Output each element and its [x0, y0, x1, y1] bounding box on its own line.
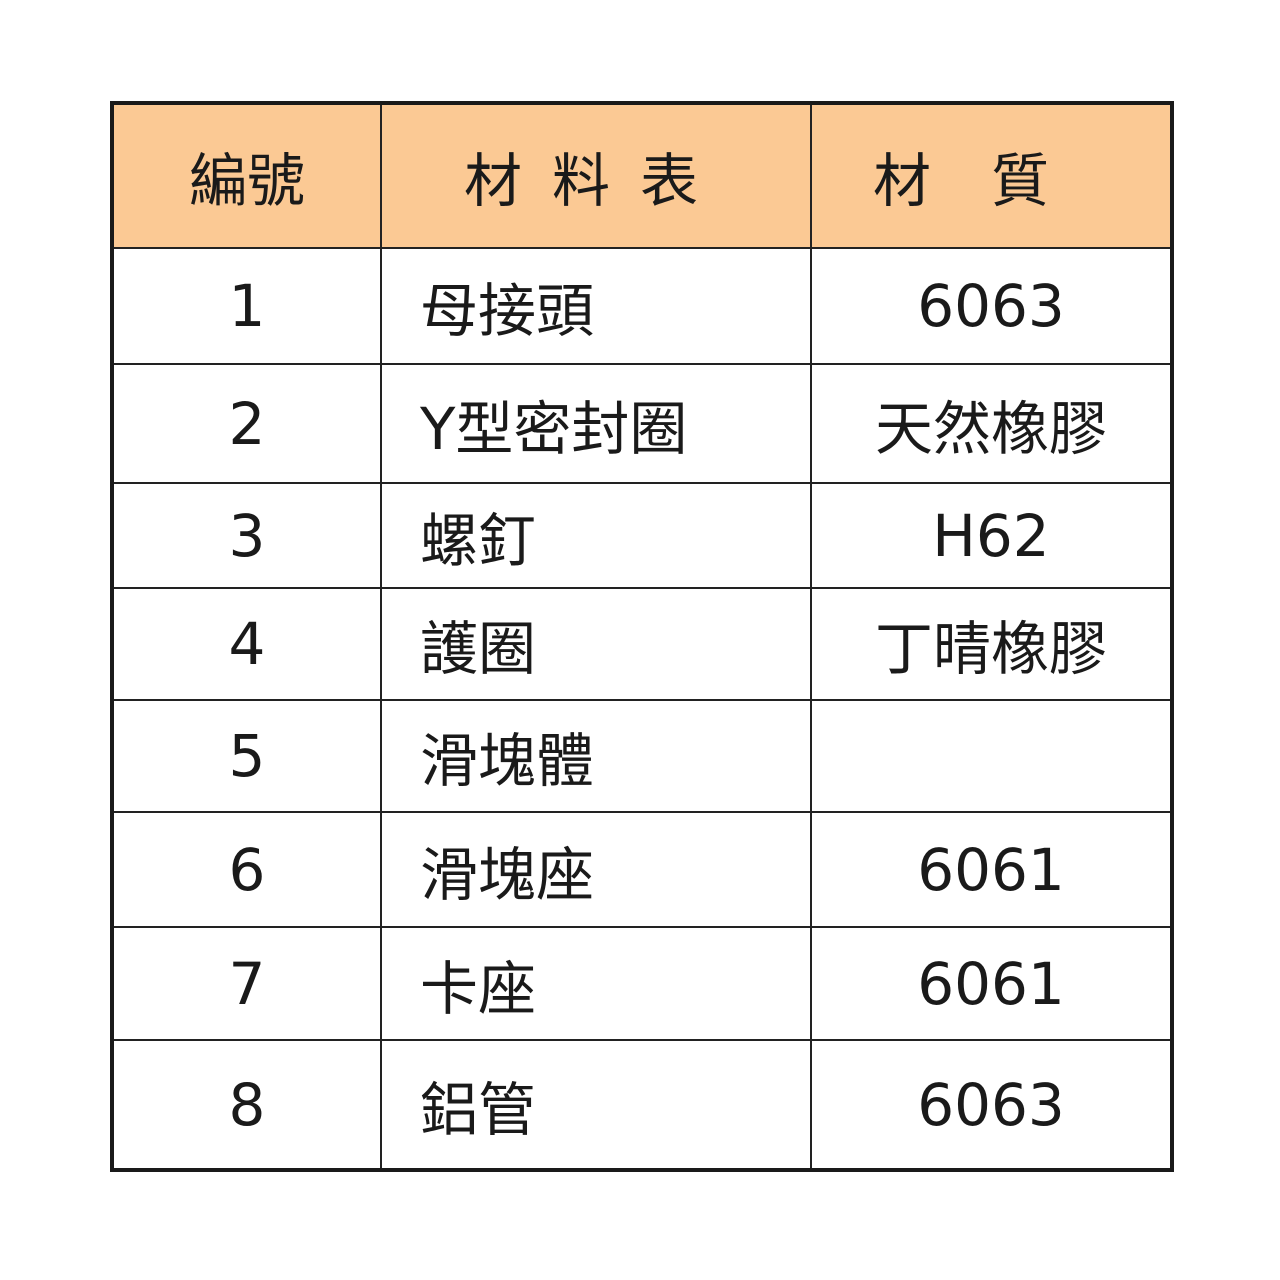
row-part: 滑塊座 [382, 813, 812, 926]
row-material: 丁晴橡膠 [874, 615, 1107, 683]
row-number: 1 [114, 249, 382, 363]
row-part: 螺釘 [382, 484, 812, 587]
row-part: Y型密封圈 [382, 365, 812, 482]
row-number: 7 [114, 928, 382, 1039]
header-number: 編號 [114, 105, 382, 247]
header-row: 編號 材料表 材質 [114, 105, 1170, 249]
row-part: 母接頭 [382, 249, 812, 363]
row-number: 2 [114, 365, 382, 482]
row-material: 天然橡膠 [874, 394, 1107, 463]
table-row: 3 螺釘 H62 [114, 484, 1170, 589]
row-material [812, 701, 1170, 811]
row-material: 6063 [917, 1070, 1065, 1139]
table-row: 5 滑塊體 [114, 701, 1170, 813]
table-row: 1 母接頭 6063 [114, 249, 1170, 365]
table-row: 2 Y型密封圈 天然橡膠 [114, 365, 1170, 484]
row-part: 鋁管 [382, 1041, 812, 1168]
header-part: 材料表 [382, 105, 812, 247]
row-part: 卡座 [382, 928, 812, 1039]
row-number: 6 [114, 813, 382, 926]
row-material: H62 [932, 501, 1050, 570]
row-part: 護圈 [382, 589, 812, 699]
table-row: 8 鋁管 6063 [114, 1041, 1170, 1168]
row-number: 3 [114, 484, 382, 587]
table-row: 6 滑塊座 6061 [114, 813, 1170, 928]
row-part: 滑塊體 [382, 701, 812, 811]
row-number: 8 [114, 1041, 382, 1168]
header-material: 材質 [872, 147, 1109, 215]
row-material: 6061 [917, 949, 1065, 1018]
row-number: 4 [114, 589, 382, 699]
row-material: 6063 [917, 272, 1065, 340]
table-row: 7 卡座 6061 [114, 928, 1170, 1041]
materials-table: 編號 材料表 材質 1 母接頭 6063 2 Y型密封圈 天然橡膠 3 螺釘 H… [110, 101, 1174, 1172]
row-number: 5 [114, 701, 382, 811]
table-row: 4 護圈 丁晴橡膠 [114, 589, 1170, 701]
row-material: 6061 [917, 835, 1065, 904]
